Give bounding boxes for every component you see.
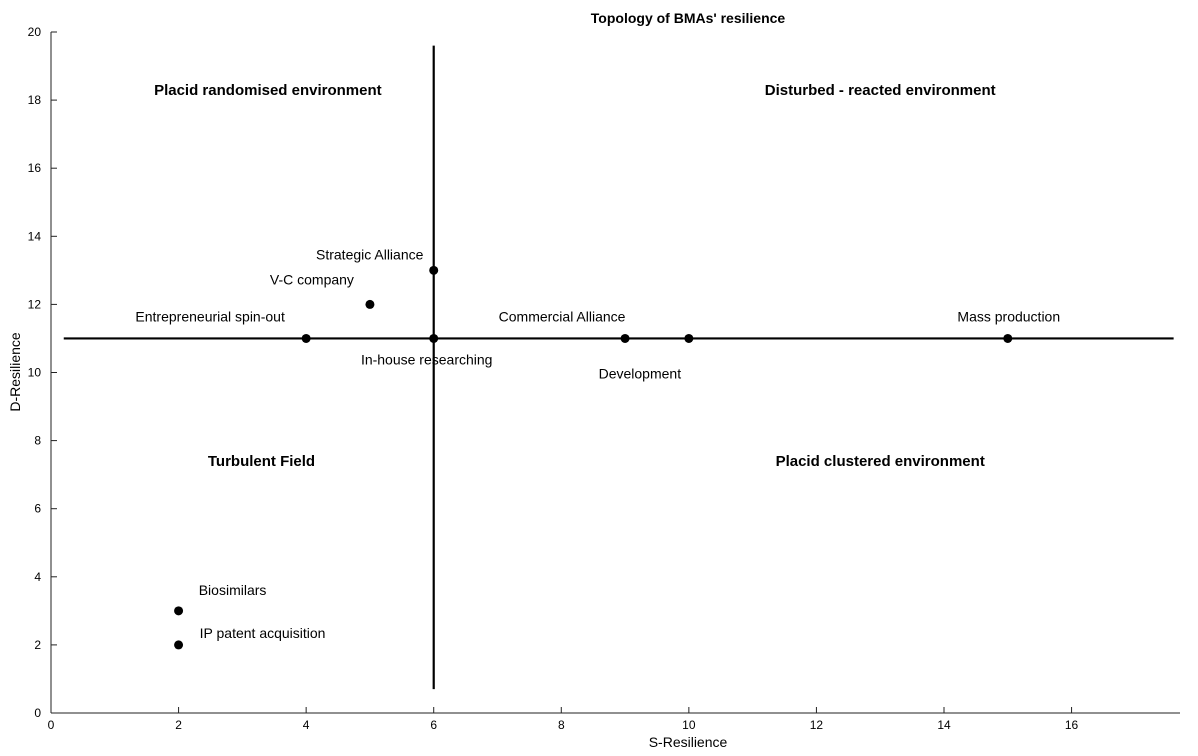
region-label: Placid randomised environment xyxy=(154,82,382,99)
data-point-label: Entrepreneurial spin-out xyxy=(135,308,285,324)
data-point-labels: Strategic Alliance V-C company Entrepreneu… xyxy=(135,246,1060,641)
data-point-label: Commercial Alliance xyxy=(499,308,626,324)
data-point xyxy=(429,265,439,275)
x-tick-label: 8 xyxy=(558,718,565,732)
x-tick-label: 12 xyxy=(810,718,824,732)
data-point xyxy=(174,640,184,650)
quadrant-dividers xyxy=(63,45,1174,690)
x-tick-label: 6 xyxy=(430,718,437,732)
data-point xyxy=(365,299,375,309)
region-label: Disturbed - reacted environment xyxy=(765,82,996,99)
y-tick-label: 8 xyxy=(34,434,41,448)
data-point-label: Biosimilars xyxy=(199,582,267,598)
data-points xyxy=(174,265,1013,650)
data-point xyxy=(174,606,184,616)
x-tick-label: 4 xyxy=(303,718,310,732)
x-axis-label: S-Resilience xyxy=(649,734,728,750)
axes: 0 2 4 6 8 10 12 14 16 0 2 4 6 8 10 12 14 16 18 20 xyxy=(28,25,1180,732)
data-point-label: V-C company xyxy=(270,271,354,287)
data-point-label: Strategic Alliance xyxy=(316,246,424,262)
y-tick-label: 6 xyxy=(34,502,41,516)
y-tick-label: 14 xyxy=(28,229,42,243)
y-tick-label: 12 xyxy=(28,297,42,311)
data-point-label: Development xyxy=(599,365,682,381)
region-labels: Placid randomised environment Disturbed -… xyxy=(154,82,996,470)
x-tick-label: 10 xyxy=(682,718,696,732)
data-point xyxy=(429,333,439,343)
data-point xyxy=(301,333,311,343)
data-point xyxy=(684,333,694,343)
y-tick-label: 10 xyxy=(28,366,42,380)
y-tick-label: 4 xyxy=(34,570,41,584)
x-tick-label: 14 xyxy=(937,718,951,732)
y-tick-label: 16 xyxy=(28,161,42,175)
data-point-label: In-house researching xyxy=(361,351,493,367)
data-point-label: Mass production xyxy=(957,308,1060,324)
region-label: Placid clustered environment xyxy=(776,453,985,470)
x-tick-label: 16 xyxy=(1065,718,1079,732)
y-tick-label: 0 xyxy=(34,706,41,720)
data-point-label: IP patent acquisition xyxy=(200,625,326,641)
y-tick-label: 18 xyxy=(28,93,42,107)
y-tick-label: 2 xyxy=(34,638,41,652)
data-point xyxy=(1003,333,1013,343)
chart-title: Topology of BMAs' resilience xyxy=(591,10,786,26)
data-point xyxy=(620,333,630,343)
x-tick-label: 2 xyxy=(175,718,182,732)
y-axis-label: D-Resilience xyxy=(7,332,23,412)
region-label: Turbulent Field xyxy=(208,453,315,470)
x-tick-label: 0 xyxy=(48,718,55,732)
y-tick-label: 20 xyxy=(28,25,42,39)
